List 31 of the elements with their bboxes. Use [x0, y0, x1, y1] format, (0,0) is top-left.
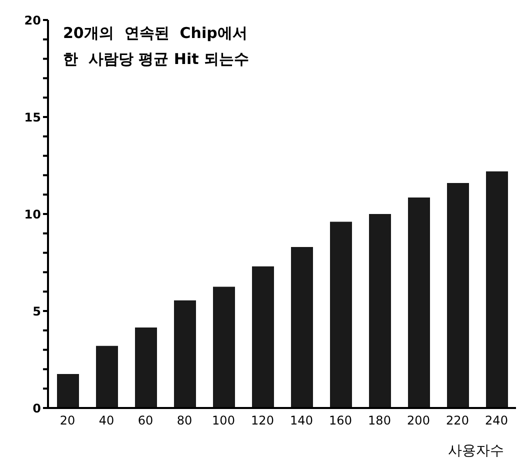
x-tick-label: 220	[446, 414, 469, 428]
text: 20개의 연속된 Chip에서 한 사람당 평균 Hit 되는수	[63, 23, 249, 70]
bar	[408, 198, 430, 408]
x-tick-label: 120	[251, 414, 274, 428]
y-tick-label: 10	[24, 207, 41, 222]
x-tick-label: 60	[138, 414, 154, 428]
x-tick-label: 100	[212, 414, 235, 428]
bar	[330, 222, 352, 408]
bar	[174, 300, 196, 408]
y-tick-label: 15	[24, 110, 41, 124]
y-tick-label: 20	[24, 13, 41, 28]
bar	[96, 346, 118, 408]
x-tick-label: 200	[407, 414, 430, 428]
x-tick-label: 80	[176, 414, 192, 428]
x-tick-label: 140	[290, 414, 313, 428]
bar	[252, 266, 274, 408]
bar	[57, 374, 79, 408]
bar	[369, 214, 391, 408]
x-tick-label: 40	[98, 414, 114, 428]
x-tick-label: 180	[368, 414, 391, 428]
bar	[486, 171, 508, 408]
bar	[135, 327, 157, 408]
y-tick-label: 0	[32, 401, 41, 416]
bar	[291, 246, 313, 408]
x-tick-label: 240	[485, 414, 508, 428]
y-tick-label: 5	[32, 304, 41, 318]
x-tick-label: 160	[329, 414, 352, 428]
bar	[447, 182, 469, 408]
x-tick-label: 20	[60, 414, 76, 428]
x-axis-title: 사용자수	[448, 442, 504, 460]
bar	[213, 286, 235, 408]
